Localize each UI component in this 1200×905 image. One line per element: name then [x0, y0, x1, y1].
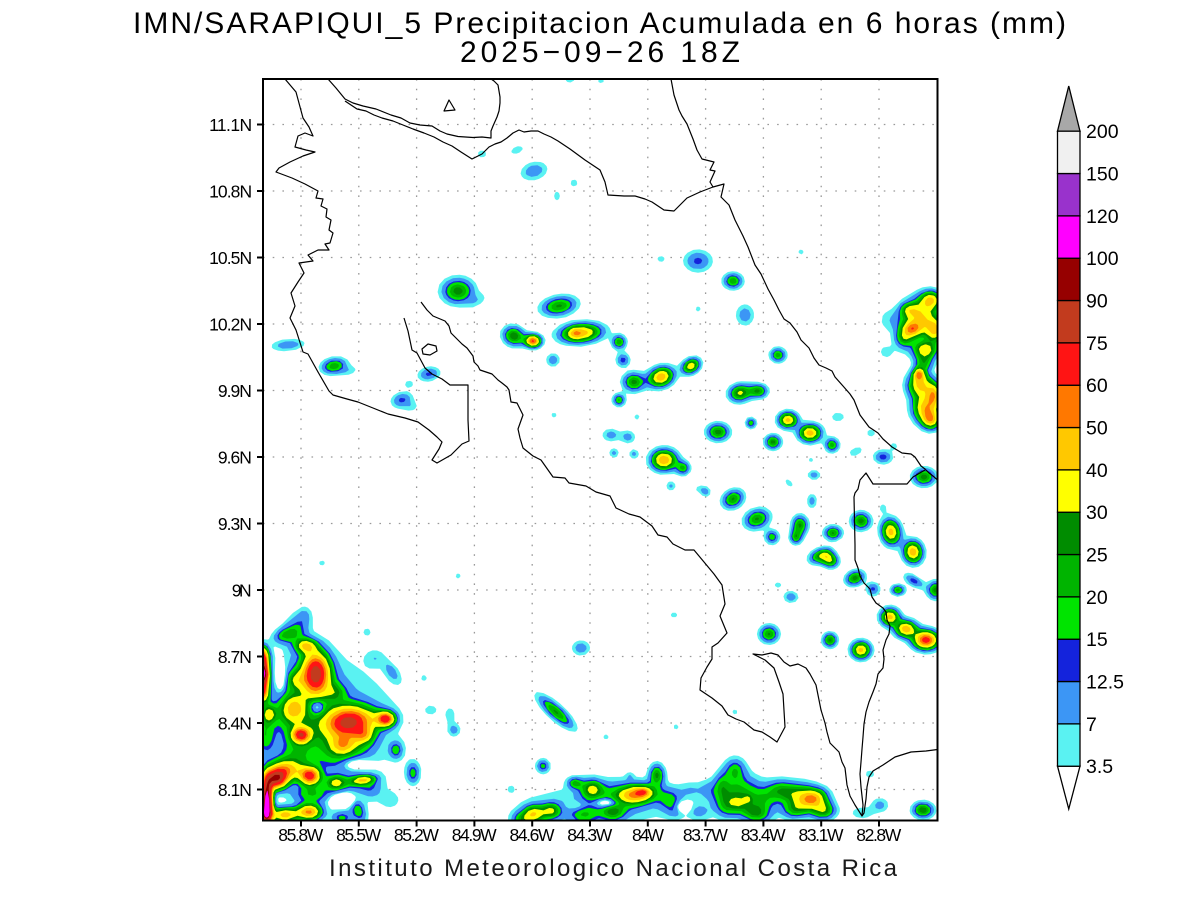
svg-text:8.7N: 8.7N: [218, 647, 252, 667]
svg-text:10.5N: 10.5N: [209, 248, 252, 268]
svg-text:83.1W: 83.1W: [799, 825, 844, 845]
svg-text:15: 15: [1086, 629, 1108, 651]
svg-text:85.5W: 85.5W: [336, 825, 381, 845]
svg-text:120: 120: [1086, 206, 1119, 228]
svg-text:7: 7: [1086, 714, 1097, 736]
svg-text:9.9N: 9.9N: [218, 381, 252, 401]
svg-text:84.6W: 84.6W: [510, 825, 555, 845]
svg-text:8.1N: 8.1N: [218, 780, 252, 800]
svg-text:30: 30: [1086, 502, 1108, 524]
svg-text:90: 90: [1086, 291, 1108, 313]
svg-text:84.9W: 84.9W: [452, 825, 497, 845]
svg-text:83.7W: 83.7W: [683, 825, 728, 845]
svg-text:9.3N: 9.3N: [218, 514, 252, 534]
svg-text:8.4N: 8.4N: [218, 714, 252, 734]
svg-text:9N: 9N: [232, 581, 252, 601]
svg-text:2025−09−26 18Z: 2025−09−26 18Z: [460, 36, 740, 69]
svg-text:75: 75: [1086, 333, 1108, 355]
svg-text:60: 60: [1086, 375, 1108, 397]
svg-text:9.6N: 9.6N: [218, 448, 252, 468]
svg-text:82.8W: 82.8W: [856, 825, 901, 845]
svg-text:25: 25: [1086, 545, 1108, 567]
svg-text:11.1N: 11.1N: [209, 115, 252, 135]
svg-text:20: 20: [1086, 587, 1108, 609]
svg-text:Instituto Meteorologico Nacion: Instituto Meteorologico Nacional Costa R…: [329, 855, 898, 882]
svg-text:10.2N: 10.2N: [209, 315, 252, 335]
svg-text:83.4W: 83.4W: [741, 825, 786, 845]
svg-text:IMN/SARAPIQUI_5 Precipitacion: IMN/SARAPIQUI_5 Precipitacion Acumulada …: [133, 7, 1066, 40]
svg-text:84W: 84W: [632, 825, 664, 845]
svg-text:100: 100: [1086, 248, 1119, 270]
svg-text:3.5: 3.5: [1086, 756, 1113, 778]
svg-text:150: 150: [1086, 164, 1119, 186]
svg-text:40: 40: [1086, 460, 1108, 482]
svg-text:85.8W: 85.8W: [278, 825, 323, 845]
svg-text:85.2W: 85.2W: [394, 825, 439, 845]
svg-text:12.5: 12.5: [1086, 672, 1124, 694]
svg-text:84.3W: 84.3W: [567, 825, 612, 845]
svg-text:50: 50: [1086, 418, 1108, 440]
svg-text:10.8N: 10.8N: [209, 182, 252, 202]
svg-text:200: 200: [1086, 121, 1119, 143]
